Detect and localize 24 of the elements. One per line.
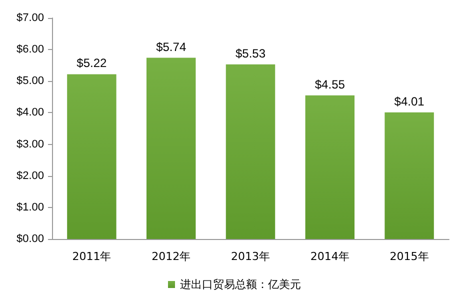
x-tick-label: 2014年 — [310, 250, 350, 263]
x-tick-label: 2011年 — [72, 250, 112, 263]
legend-label: 进出口贸易总额：亿美元 — [180, 278, 301, 291]
y-tick-label: $0.00 — [16, 233, 44, 245]
data-label: $5.22 — [76, 56, 108, 70]
bar — [226, 64, 276, 239]
y-tick-label: $6.00 — [16, 44, 44, 56]
data-label: $4.55 — [314, 77, 346, 92]
bar — [146, 58, 196, 239]
data-label: $5.74 — [156, 40, 186, 54]
x-tick-label: 2013年 — [231, 250, 270, 263]
x-tick-label: 2015年 — [390, 250, 429, 263]
data-label: $4.01 — [394, 94, 425, 108]
y-tick-label: $5.00 — [16, 75, 44, 88]
bar — [67, 74, 116, 239]
bar — [305, 95, 355, 239]
y-tick-label: $4.00 — [16, 106, 44, 119]
y-tick-label: $3.00 — [16, 138, 44, 150]
x-tick-label: 2012年 — [152, 250, 191, 263]
y-tick-label: $1.00 — [16, 201, 44, 214]
y-tick-label: $7.00 — [16, 12, 44, 24]
y-tick-label: $2.00 — [16, 170, 44, 182]
bar — [384, 112, 434, 239]
data-label: $5.53 — [235, 46, 266, 60]
